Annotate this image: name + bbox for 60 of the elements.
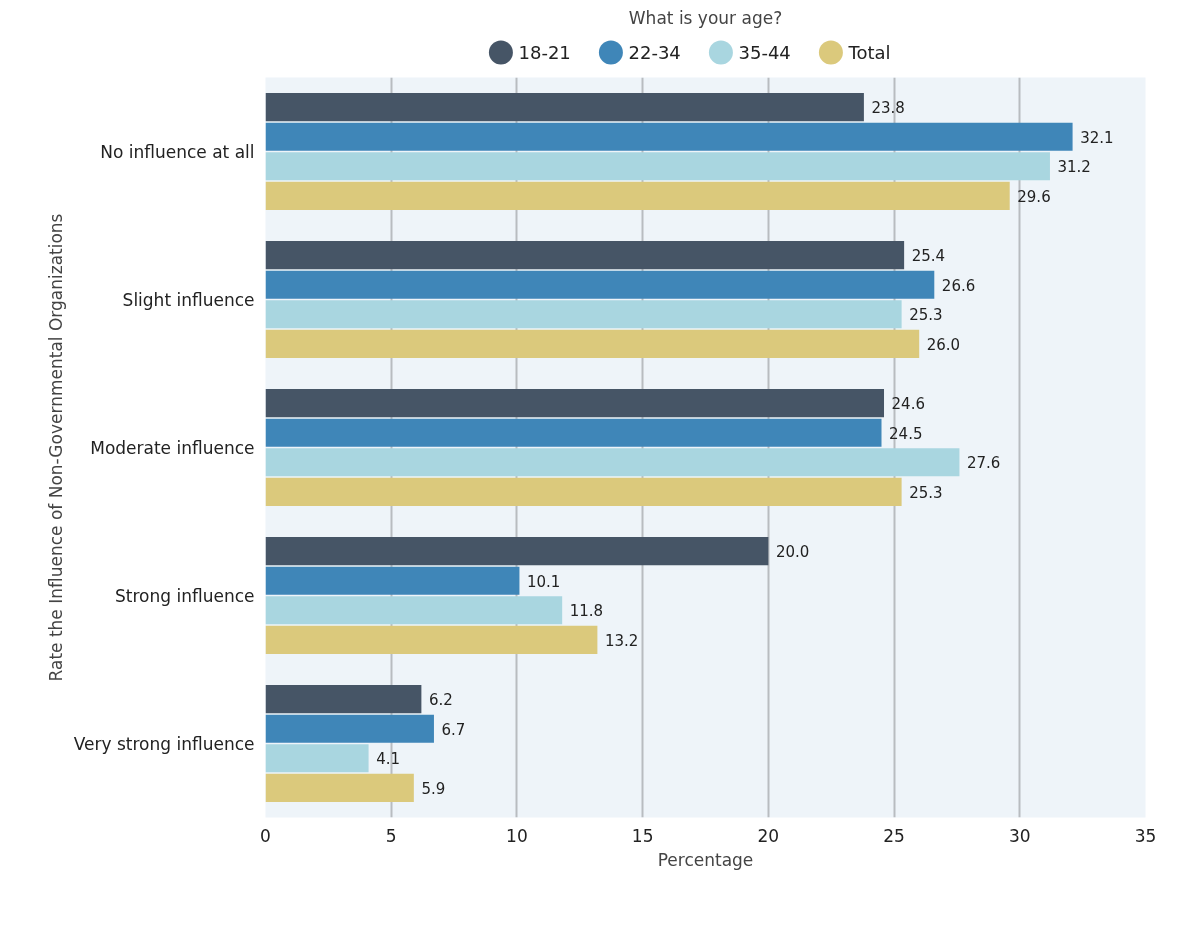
x-tick-label: 30: [1008, 825, 1031, 846]
bar: [265, 181, 1010, 210]
x-tick-label: 35: [1134, 825, 1157, 846]
data-label: 13.2: [604, 631, 639, 650]
bar: [265, 537, 769, 566]
legend-label: 35-44: [738, 42, 791, 63]
x-tick-label: 0: [260, 825, 271, 846]
x-tick-label: 5: [385, 825, 397, 846]
bar: [265, 625, 598, 654]
data-label: 11.8: [569, 602, 604, 621]
data-label: 23.8: [871, 99, 905, 118]
bar: [265, 566, 520, 595]
legend-title: What is your age?: [628, 7, 783, 28]
x-tick-label: 20: [757, 825, 780, 846]
data-label: 26.0: [926, 335, 961, 354]
data-label: 4.1: [376, 750, 400, 769]
bar: [265, 685, 422, 714]
bar: [265, 93, 864, 122]
data-label: 6.2: [428, 691, 453, 710]
bar: [265, 152, 1050, 181]
bar: [265, 300, 902, 329]
data-label: 25.3: [909, 306, 943, 325]
bar: [265, 596, 563, 625]
bar: [265, 477, 902, 506]
y-axis-title: Rate the Influence of Non-Governmental Organizations: [45, 213, 66, 682]
bar: [265, 329, 920, 358]
data-label: 26.6: [941, 276, 976, 295]
y-tick-label: No influence at all: [100, 141, 255, 162]
y-tick-label: Moderate influence: [90, 437, 255, 458]
data-label: 24.6: [891, 395, 925, 414]
bar: [265, 389, 885, 418]
data-label: 20.0: [775, 543, 810, 562]
bar: [265, 744, 369, 773]
data-label: 32.1: [1080, 128, 1114, 147]
data-label: 24.5: [889, 424, 923, 443]
y-tick-label: Slight influence: [122, 289, 255, 310]
legend-label: 18-21: [518, 42, 571, 63]
x-tick-label: 15: [631, 825, 654, 846]
data-label: 10.1: [526, 572, 561, 591]
data-label: 31.2: [1057, 158, 1091, 177]
x-axis-title: Percentage: [657, 849, 754, 870]
x-tick-label: 10: [506, 825, 528, 846]
bar: [265, 448, 960, 477]
data-label: 25.3: [909, 483, 943, 502]
legend-label: 22-34: [628, 42, 681, 63]
bar: [265, 270, 935, 299]
data-label: 29.6: [1017, 187, 1051, 206]
bar: [265, 714, 434, 743]
data-label: 25.4: [911, 247, 946, 266]
y-tick-label: Strong influence: [115, 585, 255, 606]
bar: [265, 122, 1073, 151]
data-label: 5.9: [421, 779, 446, 798]
data-label: 27.6: [966, 454, 1001, 473]
legend-label: Total: [847, 42, 891, 63]
data-label: 6.7: [441, 720, 466, 739]
bar: [265, 773, 414, 802]
bar: [265, 418, 882, 447]
bar: [265, 241, 905, 270]
y-tick-label: Very strong influence: [73, 733, 255, 754]
x-tick-label: 25: [883, 825, 905, 846]
